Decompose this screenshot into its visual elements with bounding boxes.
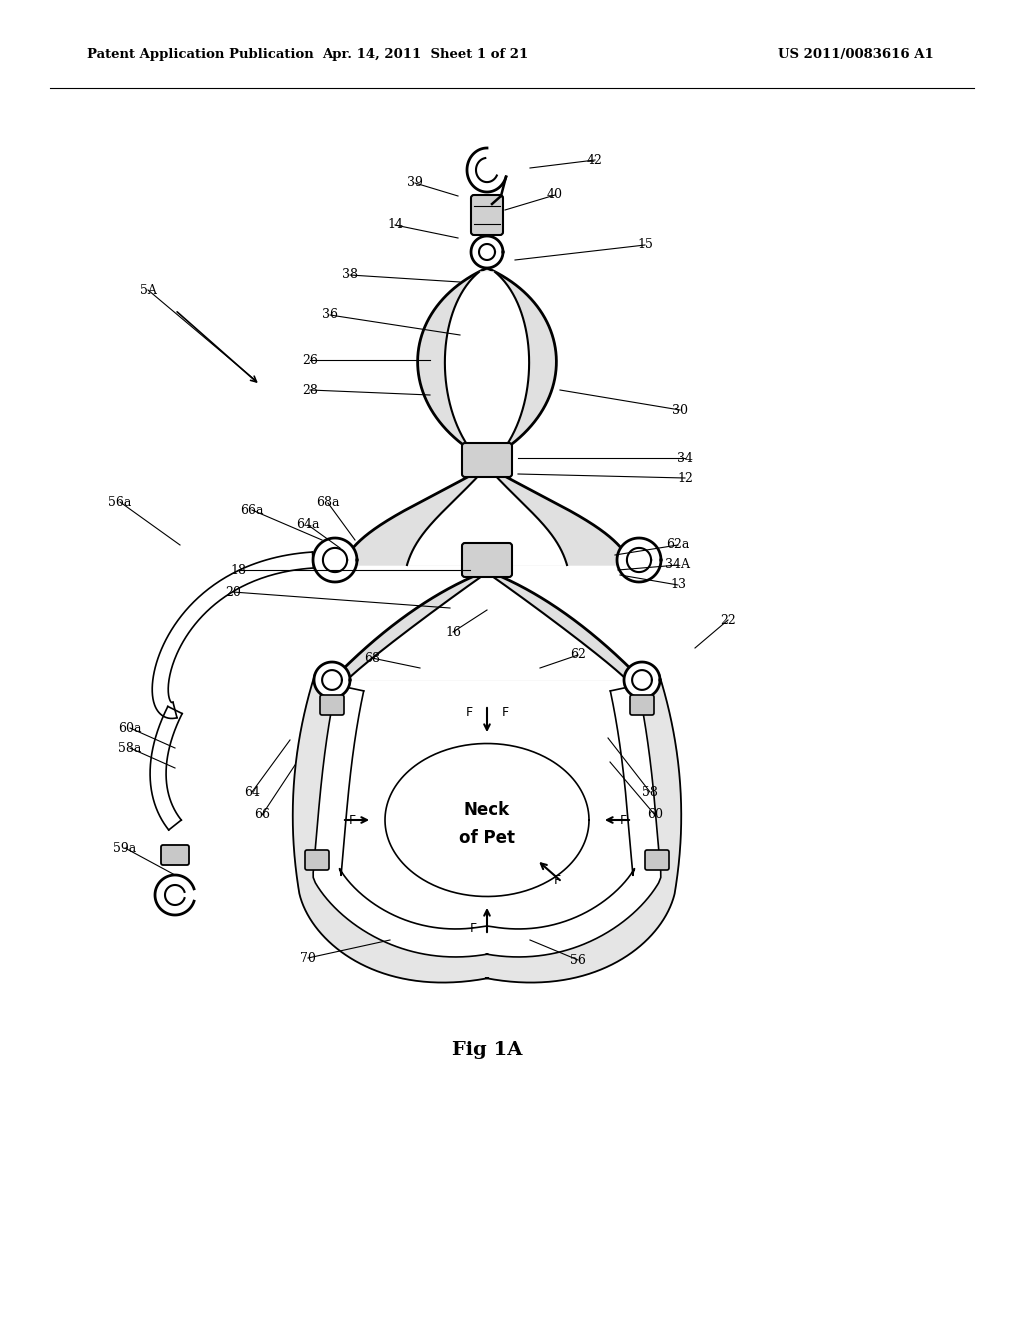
Polygon shape bbox=[342, 473, 632, 565]
FancyBboxPatch shape bbox=[630, 696, 654, 715]
Text: 62: 62 bbox=[570, 648, 586, 661]
Polygon shape bbox=[624, 663, 660, 698]
Polygon shape bbox=[314, 663, 350, 698]
Text: 34A: 34A bbox=[666, 558, 690, 572]
Polygon shape bbox=[418, 268, 556, 459]
Text: 59a: 59a bbox=[114, 842, 136, 854]
Text: F: F bbox=[620, 813, 627, 826]
FancyBboxPatch shape bbox=[462, 543, 512, 577]
Text: 26: 26 bbox=[302, 354, 317, 367]
Polygon shape bbox=[151, 706, 182, 830]
Text: 5A: 5A bbox=[139, 284, 157, 297]
FancyBboxPatch shape bbox=[319, 696, 344, 715]
Text: 58a: 58a bbox=[119, 742, 141, 755]
Text: Patent Application Publication: Patent Application Publication bbox=[87, 48, 313, 61]
Polygon shape bbox=[313, 539, 357, 582]
Text: 36: 36 bbox=[322, 309, 338, 322]
Text: 68a: 68a bbox=[316, 496, 340, 510]
Text: F: F bbox=[348, 813, 355, 826]
Text: F: F bbox=[466, 705, 472, 718]
Text: Apr. 14, 2011  Sheet 1 of 21: Apr. 14, 2011 Sheet 1 of 21 bbox=[322, 48, 528, 61]
Text: 28: 28 bbox=[302, 384, 317, 396]
Text: F: F bbox=[553, 874, 560, 887]
Polygon shape bbox=[407, 473, 567, 565]
Polygon shape bbox=[347, 574, 627, 680]
Text: 30: 30 bbox=[672, 404, 688, 417]
Text: F: F bbox=[502, 705, 509, 718]
Text: 60: 60 bbox=[647, 808, 663, 821]
Text: US 2011/0083616 A1: US 2011/0083616 A1 bbox=[778, 48, 934, 61]
Text: 14: 14 bbox=[387, 219, 403, 231]
Polygon shape bbox=[444, 272, 529, 459]
Text: F: F bbox=[469, 921, 476, 935]
Text: 56: 56 bbox=[570, 953, 586, 966]
FancyBboxPatch shape bbox=[471, 195, 503, 235]
Polygon shape bbox=[293, 675, 681, 982]
FancyBboxPatch shape bbox=[645, 850, 669, 870]
Text: 12: 12 bbox=[677, 471, 693, 484]
Text: 40: 40 bbox=[547, 189, 563, 202]
Text: 66: 66 bbox=[254, 808, 270, 821]
Text: 20: 20 bbox=[225, 586, 241, 598]
Polygon shape bbox=[617, 539, 662, 582]
Text: 56a: 56a bbox=[109, 495, 132, 508]
Text: 68: 68 bbox=[364, 652, 380, 664]
Text: Neck: Neck bbox=[464, 801, 510, 818]
FancyBboxPatch shape bbox=[161, 845, 189, 865]
Text: 39: 39 bbox=[408, 177, 423, 190]
Polygon shape bbox=[332, 574, 642, 680]
FancyBboxPatch shape bbox=[305, 850, 329, 870]
Text: 62a: 62a bbox=[667, 539, 690, 552]
Polygon shape bbox=[153, 552, 313, 718]
Text: Fig 1A: Fig 1A bbox=[452, 1041, 522, 1059]
Text: 60a: 60a bbox=[118, 722, 141, 734]
Polygon shape bbox=[313, 685, 660, 957]
Text: 66a: 66a bbox=[241, 503, 264, 516]
Text: 42: 42 bbox=[587, 153, 603, 166]
Text: 15: 15 bbox=[637, 239, 653, 252]
Text: 70: 70 bbox=[300, 952, 316, 965]
Text: 38: 38 bbox=[342, 268, 358, 281]
Polygon shape bbox=[471, 236, 503, 268]
Text: 64a: 64a bbox=[296, 519, 319, 532]
Text: 22: 22 bbox=[720, 614, 736, 627]
Polygon shape bbox=[155, 875, 195, 915]
Text: 58: 58 bbox=[642, 785, 658, 799]
Text: of Pet: of Pet bbox=[459, 829, 515, 847]
FancyBboxPatch shape bbox=[462, 444, 512, 477]
Polygon shape bbox=[367, 730, 607, 909]
Text: 13: 13 bbox=[670, 578, 686, 591]
Text: 64: 64 bbox=[244, 785, 260, 799]
Text: 18: 18 bbox=[230, 564, 246, 577]
Text: 16: 16 bbox=[445, 626, 461, 639]
Text: 34: 34 bbox=[677, 451, 693, 465]
